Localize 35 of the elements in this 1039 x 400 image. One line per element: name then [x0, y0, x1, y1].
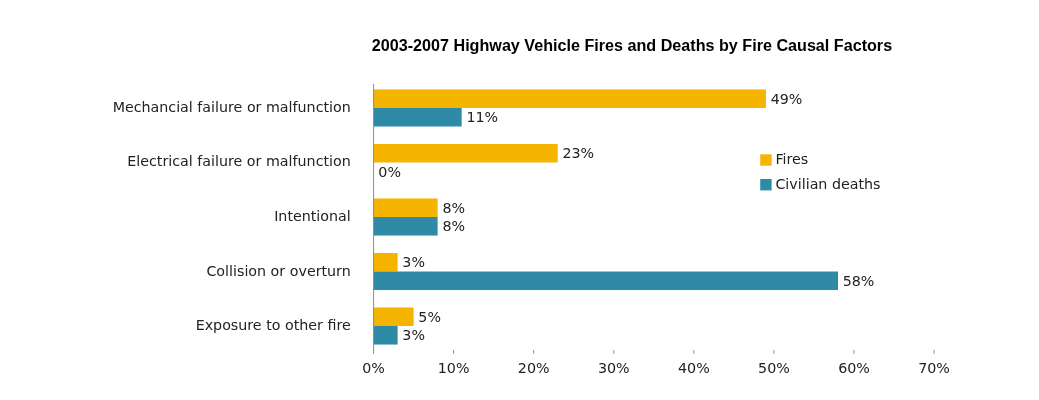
data-label: 3% — [402, 254, 425, 271]
x-tick-label: 30% — [597, 359, 630, 376]
bar — [373, 326, 398, 345]
bar — [373, 198, 438, 217]
y-tick-label: Exposure to other fire — [195, 317, 351, 334]
chart-title: 2003-2007 Highway Vehicle Fires and Deaths by Fire Causal Factors — [371, 35, 893, 54]
x-tick-label: 20% — [517, 359, 550, 376]
bar — [373, 89, 766, 108]
legend-label: Civilian deaths — [775, 175, 881, 192]
x-tick-label: 50% — [758, 359, 790, 376]
bar — [373, 271, 838, 291]
x-tick-label: 70% — [918, 359, 950, 376]
data-label: 8% — [442, 218, 465, 235]
data-label: 8% — [442, 199, 465, 216]
bar — [373, 107, 462, 127]
data-label: 3% — [402, 327, 425, 344]
y-tick-label: Intentional — [274, 208, 351, 224]
y-tick-label: Collision or overturn — [206, 262, 351, 279]
x-tick-label: 10% — [437, 359, 470, 376]
data-label: 11% — [466, 109, 499, 126]
legend-label: Fires — [775, 151, 809, 167]
x-tick-label: 40% — [678, 359, 710, 376]
data-label: 23% — [562, 145, 595, 162]
y-tick-label: Electrical failure or malfunction — [127, 153, 351, 170]
data-label: 0% — [378, 163, 401, 180]
x-tick-label: 0% — [362, 359, 385, 376]
bar — [373, 143, 558, 163]
y-tick-label: Mechancial failure or malfunction — [112, 98, 351, 115]
bar — [373, 252, 398, 272]
bar — [373, 217, 438, 236]
data-label: 49% — [770, 90, 803, 107]
data-label: 5% — [418, 308, 441, 325]
bar — [373, 307, 414, 327]
data-label: 58% — [842, 272, 875, 289]
x-tick-label: 60% — [838, 359, 870, 376]
